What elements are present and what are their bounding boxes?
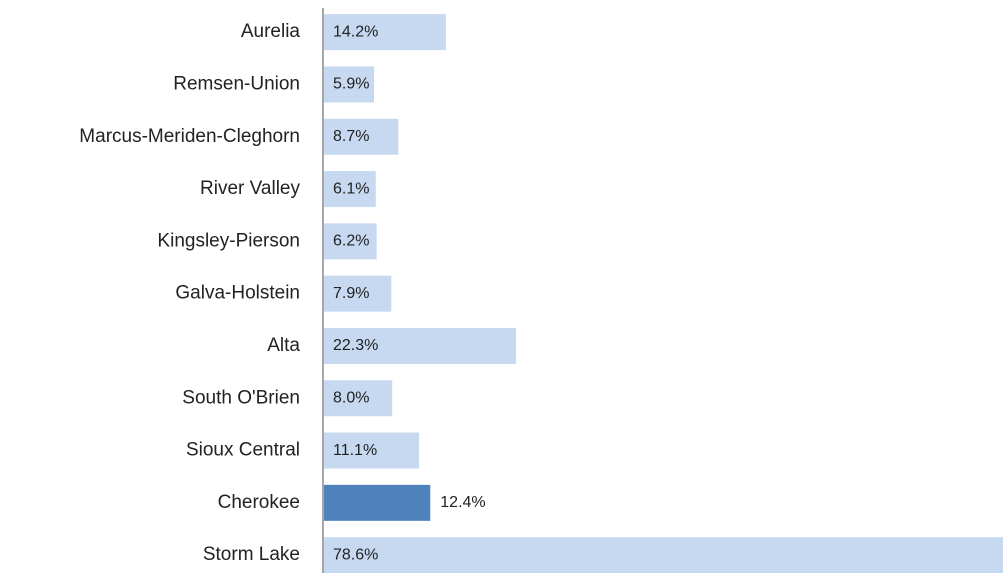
bar — [324, 484, 431, 521]
bar — [324, 171, 376, 208]
category-label: Cherokee — [218, 492, 300, 513]
category-label: Kingsley-Pierson — [157, 230, 300, 251]
value-label: 8.7% — [333, 128, 369, 145]
value-label: 11.1% — [333, 442, 377, 459]
category-label: Galva-Holstein — [175, 283, 300, 304]
category-label: Storm Lake — [203, 544, 300, 565]
bar — [324, 537, 1003, 573]
value-label: 6.1% — [333, 180, 369, 197]
value-label: 8.0% — [333, 389, 369, 406]
value-label: 22.3% — [333, 337, 378, 354]
bar — [324, 327, 516, 364]
bar — [324, 66, 375, 103]
category-label: River Valley — [200, 178, 300, 199]
bar — [324, 380, 393, 417]
category-label: Remsen-Union — [173, 73, 300, 94]
value-label: 5.9% — [333, 76, 369, 93]
value-label: 14.2% — [333, 23, 378, 40]
value-label: 12.4% — [440, 494, 485, 511]
category-label: South O'Brien — [182, 387, 300, 408]
bar — [324, 118, 399, 155]
bar — [324, 14, 446, 51]
bar — [324, 432, 420, 469]
value-label: 6.2% — [333, 233, 369, 250]
category-label: Sioux Central — [186, 440, 300, 461]
category-label: Aurelia — [241, 21, 301, 42]
bar — [324, 275, 392, 312]
value-label: 78.6% — [333, 546, 378, 563]
value-label: 7.9% — [333, 285, 369, 302]
category-label: Alta — [267, 335, 300, 356]
bar — [324, 223, 377, 260]
category-label: Marcus-Meriden-Cleghorn — [79, 126, 300, 147]
